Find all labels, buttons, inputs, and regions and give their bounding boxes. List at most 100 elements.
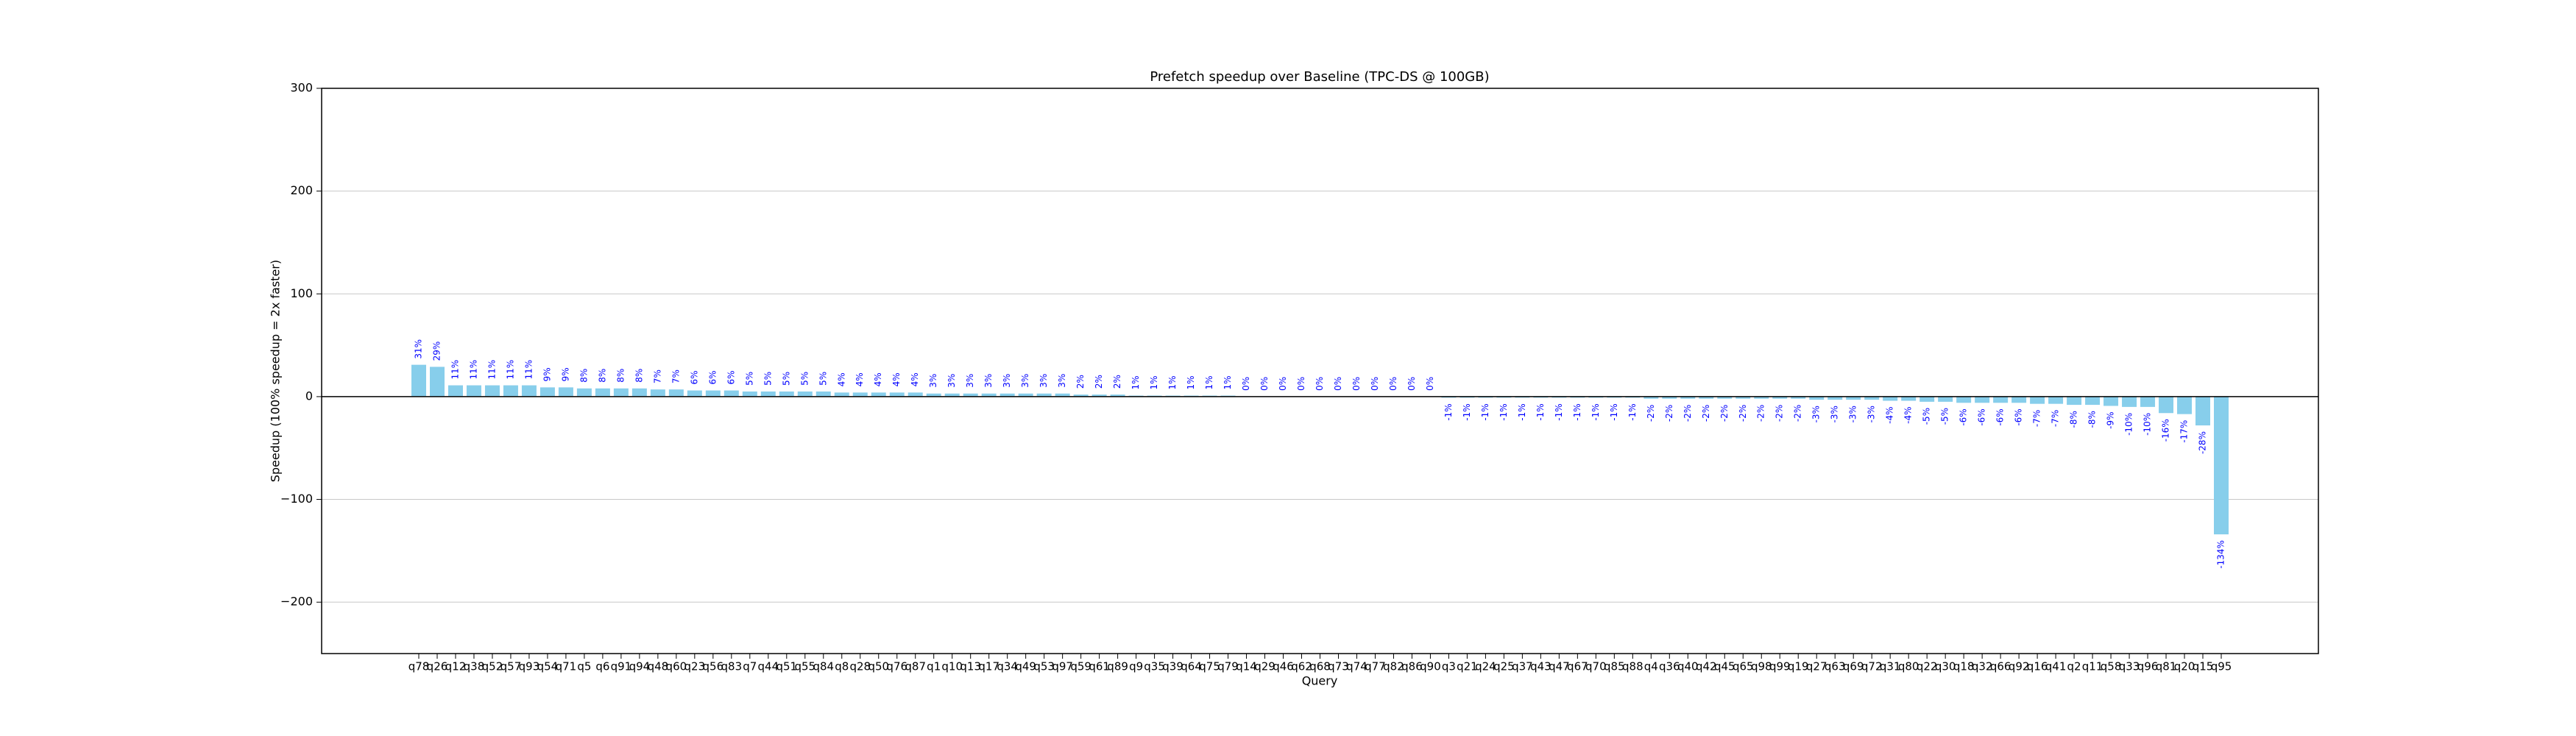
x-tick-label: q10 [941,660,963,673]
bar [595,388,610,397]
bar [521,385,537,397]
data-label: 11% [468,360,478,380]
data-label: 8% [578,369,589,383]
bar [1846,396,1861,400]
data-label: -7% [2050,410,2061,427]
x-tick-label: q33 [2119,660,2140,673]
x-tick-label: q7 [743,660,757,673]
data-label: 5% [762,372,773,386]
bar [1110,394,1125,397]
bar [944,393,960,397]
data-label: -16% [2161,419,2171,442]
data-label: 0% [1388,377,1398,391]
bar [1699,396,1714,399]
x-tick-label: q27 [1806,660,1827,673]
x-tick-label: q58 [2101,660,2122,673]
data-label: 1% [1149,375,1159,389]
bar [889,392,905,397]
data-label: 2% [1094,375,1104,389]
data-label: -7% [2032,410,2042,427]
x-tick-label: q61 [1089,660,1110,673]
data-label: -3% [1866,406,1877,422]
x-tick-label: q23 [684,660,706,673]
bar [2048,396,2064,404]
x-tick-label: q88 [1622,660,1643,673]
x-tick-label: q57 [500,660,522,673]
bar [2103,396,2119,406]
x-tick-label: q90 [1420,660,1441,673]
x-tick-label: q15 [2193,660,2214,673]
x-tick-label: q70 [1585,660,1607,673]
data-label: -8% [2087,411,2098,428]
x-tick-label: q89 [1107,660,1128,673]
x-tick-label: q42 [1696,660,1717,673]
x-tick-label: q65 [1733,660,1754,673]
bar [2067,396,2082,406]
x-tick-label: q3 [1442,660,1456,673]
bar [466,385,481,397]
y-axis-label: Speedup (100% speedup = 2x faster) [269,260,283,482]
x-tick-label: q14 [1236,660,1257,673]
data-label: -3% [1848,406,1858,422]
x-tick-label: q22 [1917,660,1938,673]
data-label: -17% [2179,420,2190,443]
data-label: -6% [1977,408,1987,425]
x-tick-label: q92 [2009,660,2030,673]
x-axis-label: Query [1302,674,1338,688]
bar [815,391,831,397]
data-label: 0% [1296,377,1306,391]
bar [907,392,923,397]
x-tick-label: q62 [1291,660,1312,673]
chart-title: Prefetch speedup over Baseline (TPC-DS @… [1150,69,1489,85]
bar [1809,396,1825,400]
x-tick-label: q41 [2045,660,2067,673]
x-tick-label: q36 [1659,660,1680,673]
x-tick-label: q43 [1530,660,1551,673]
data-label: 1% [1130,375,1141,389]
data-label: -1% [1590,403,1601,420]
data-label: -4% [1903,406,1914,423]
x-tick-label: q6 [595,660,609,673]
bar [1643,396,1659,399]
x-tick-label: q38 [464,660,485,673]
x-tick-label: q68 [1309,660,1331,673]
x-tick-label: q93 [519,660,540,673]
bar [1901,396,1917,401]
bar [558,387,573,397]
bar [1735,396,1751,399]
data-label: 11% [450,360,460,380]
data-label: 5% [781,372,791,386]
data-label: 5% [818,372,828,386]
x-tick-label: q52 [482,660,503,673]
bar [1993,396,2009,403]
data-label: -2% [1701,405,1711,422]
data-label: -1% [1627,403,1638,420]
bar [1864,396,1880,400]
data-label: 0% [1333,377,1343,391]
x-tick-label: q50 [868,660,889,673]
data-label: 3% [1057,374,1067,388]
bar [1717,396,1733,399]
bar [926,393,941,397]
x-tick-label: q1 [927,660,941,673]
x-tick-label: q95 [2211,660,2232,673]
bar [613,388,629,397]
x-tick-label: q75 [1199,660,1220,673]
data-label: 11% [505,360,515,380]
x-tick-label: q94 [629,660,651,673]
x-tick-label: q32 [1972,660,1993,673]
bar [1938,396,1953,402]
x-tick-label: q56 [703,660,724,673]
x-tick-label: q29 [1254,660,1275,673]
bar [2140,396,2156,407]
bar [2195,396,2211,426]
x-tick-label: q39 [1162,660,1183,673]
bar [1662,396,1677,399]
x-tick-label: q78 [408,660,430,673]
bar [1956,396,1972,403]
data-label: 0% [1278,377,1288,391]
data-label: -3% [1830,406,1840,422]
bar [705,390,721,397]
x-tick-label: q83 [721,660,743,673]
bar [1827,396,1843,400]
